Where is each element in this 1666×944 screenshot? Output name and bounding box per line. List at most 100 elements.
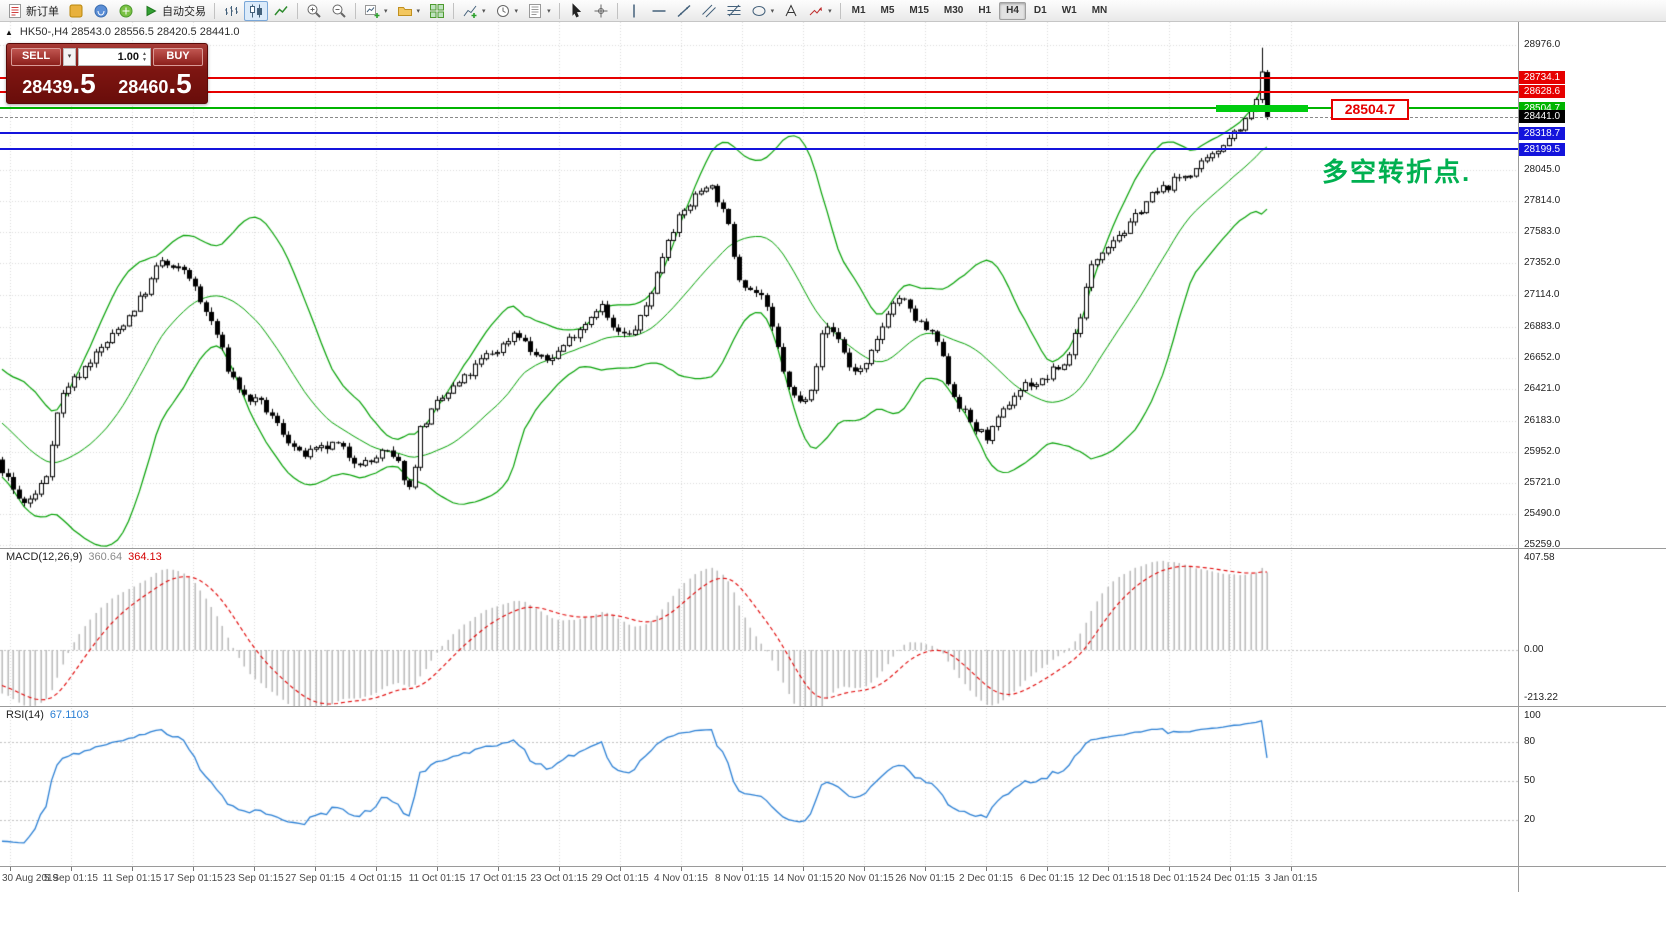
date-tick: [559, 867, 560, 871]
date-tick: [10, 867, 11, 871]
one-click-controls-row: SELL ▾ ▲ ▼ BUY: [11, 47, 203, 66]
volume-dropdown-button[interactable]: ▾: [63, 47, 76, 66]
main-macd-splitter[interactable]: [0, 548, 1666, 549]
toolbar-separator: [297, 2, 298, 19]
price-axis-marker-28628.6: 28628.6: [1519, 85, 1565, 99]
chart-annotation-text[interactable]: 多空转折点.: [1322, 157, 1472, 187]
community-button[interactable]: [114, 1, 138, 21]
timeframe-w1[interactable]: W1: [1055, 2, 1084, 20]
metaeditor-button[interactable]: [64, 1, 88, 21]
autotrading-button-label: 自动交易: [162, 5, 206, 18]
date-tick: [1047, 867, 1048, 871]
market-button[interactable]: [89, 1, 113, 21]
dropdown-arrow-icon: ▾: [416, 7, 421, 15]
new-order-button-label: 新订单: [26, 5, 59, 18]
arrows-button[interactable]: ▾: [804, 1, 836, 21]
buy-button[interactable]: BUY: [153, 47, 203, 66]
templates-button[interactable]: ▾: [523, 1, 555, 21]
date-axis-label: 29 Oct 01:15: [591, 873, 649, 884]
vline-icon: [626, 3, 642, 19]
price-axis-separator: [1518, 22, 1519, 892]
macd-indicator-canvas[interactable]: [0, 550, 1518, 706]
date-axis-label: 27 Sep 01:15: [285, 873, 345, 884]
price-axis-marker-28734.1: 28734.1: [1519, 71, 1565, 85]
dropdown-arrow-icon: ▾: [514, 7, 519, 15]
volume-input[interactable]: [79, 49, 139, 64]
line-icon: [273, 3, 289, 19]
date-tick: [498, 867, 499, 871]
price-axis-label: 28976.0: [1524, 39, 1561, 50]
date-axis-label: 26 Nov 01:15: [895, 873, 955, 884]
new-order-button[interactable]: 新订单: [3, 1, 63, 21]
crosshair-button[interactable]: [589, 1, 613, 21]
periods-button[interactable]: ▾: [491, 1, 523, 21]
date-tick: [437, 867, 438, 871]
tile-windows-button[interactable]: [425, 1, 449, 21]
timeframe-h1[interactable]: H1: [971, 2, 998, 20]
channel-button[interactable]: [697, 1, 721, 21]
timeframe-m1[interactable]: M1: [845, 2, 873, 20]
volume-decrease-icon[interactable]: ▼: [142, 56, 147, 63]
volume-increase-icon[interactable]: ▲: [142, 50, 147, 57]
timeframe-m15[interactable]: M15: [902, 2, 935, 20]
sell-button[interactable]: SELL: [11, 47, 61, 66]
new-chart-button[interactable]: ▾: [360, 1, 392, 21]
bar-chart-button[interactable]: [219, 1, 243, 21]
shapes-button[interactable]: ▾: [747, 1, 779, 21]
cursor-button[interactable]: [564, 1, 588, 21]
rsi-indicator-label: RSI(14) 67.1103: [6, 709, 89, 721]
price-axis-label: 28045.0: [1524, 164, 1561, 176]
fibonacci-button[interactable]: [722, 1, 746, 21]
templates-icon: [527, 3, 543, 19]
price-chart-canvas[interactable]: [0, 22, 1518, 548]
price-axis-label: 26421.0: [1524, 382, 1561, 394]
date-axis-label: 18 Dec 01:15: [1139, 873, 1199, 884]
toolbar-separator: [558, 2, 560, 19]
trendline-icon: [676, 3, 692, 19]
arrows-icon: [808, 3, 824, 19]
date-axis-label: 4 Oct 01:15: [350, 873, 402, 884]
one-click-collapse-icon[interactable]: ▲: [5, 27, 13, 37]
date-axis-label: 3 Jan 01:15: [1264, 873, 1318, 884]
macd-rsi-splitter[interactable]: [0, 706, 1666, 707]
price-axis-label: 26652.0: [1524, 351, 1561, 363]
rsi-axis-label: 20: [1524, 813, 1536, 825]
one-click-trading-panel: SELL ▾ ▲ ▼ BUY 28439.5 28460.5: [6, 43, 208, 104]
rsi-indicator-canvas[interactable]: [0, 708, 1518, 866]
toolbar-separator: [453, 2, 455, 19]
metaeditor-icon: [68, 3, 84, 19]
new-order-icon: [7, 3, 23, 19]
dropdown-arrow-icon: ▾: [770, 7, 775, 15]
timeframe-h4[interactable]: H4: [999, 1, 1026, 20]
zoom-in-button[interactable]: [302, 1, 326, 21]
date-tick: [925, 867, 926, 871]
vertical-line-button[interactable]: [622, 1, 646, 21]
date-axis-label: 24 Dec 01:15: [1200, 873, 1260, 884]
timeframe-m30[interactable]: M30: [937, 2, 970, 20]
price-axis-marker-28318.7: 28318.7: [1519, 126, 1565, 140]
clock-icon: [495, 3, 511, 19]
line-chart-button[interactable]: [269, 1, 293, 21]
trendline-button[interactable]: [672, 1, 696, 21]
timeframe-mn[interactable]: MN: [1085, 2, 1115, 20]
rsi-axis-label: 80: [1524, 735, 1536, 747]
date-axis-label: 11 Oct 01:15: [408, 873, 466, 884]
horizontal-line-button[interactable]: [647, 1, 671, 21]
candles-icon: [248, 3, 264, 19]
price-callout-label[interactable]: 28504.7: [1331, 99, 1409, 120]
price-axis-label: 25721.0: [1524, 476, 1561, 488]
toolbar-separator: [839, 2, 841, 19]
indicators-button[interactable]: ▾: [458, 1, 490, 21]
toolbar-separator: [355, 2, 356, 19]
candlestick-chart-button[interactable]: [244, 0, 268, 21]
date-tick: [986, 867, 987, 871]
date-tick: [132, 867, 133, 871]
timeframe-d1[interactable]: D1: [1027, 2, 1054, 20]
autotrading-icon: [143, 3, 159, 19]
rsi-axis-label: 50: [1524, 774, 1536, 786]
text-button[interactable]: [779, 1, 803, 21]
zoom-out-button[interactable]: [327, 1, 351, 21]
profiles-button[interactable]: ▾: [393, 1, 425, 21]
autotrading-button[interactable]: 自动交易: [139, 1, 210, 21]
timeframe-m5[interactable]: M5: [874, 2, 902, 20]
